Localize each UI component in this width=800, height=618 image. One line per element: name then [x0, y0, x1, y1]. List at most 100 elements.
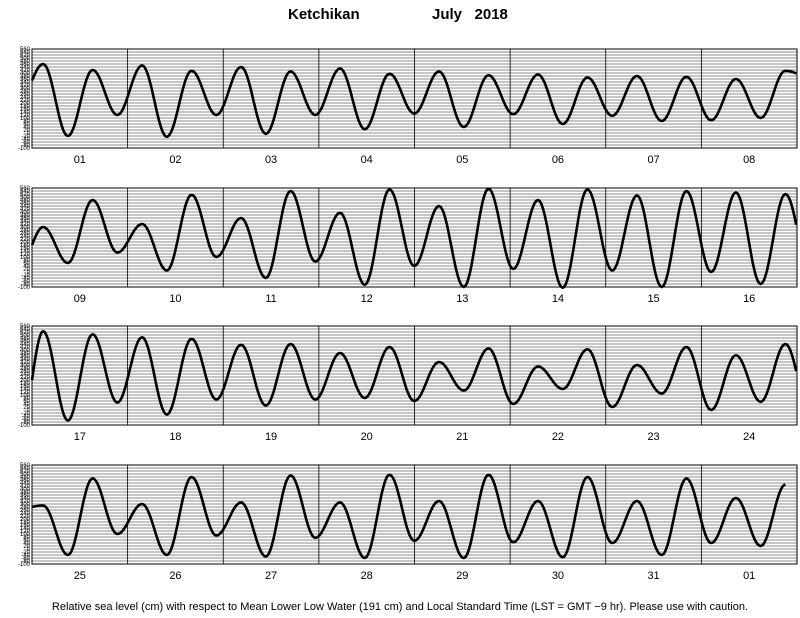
- y-tick-label: 440: [20, 65, 31, 71]
- day-label: 25: [74, 570, 86, 582]
- tide-series-line: [31, 473, 786, 560]
- day-label: 17: [74, 431, 86, 443]
- day-label: 05: [456, 154, 468, 166]
- y-tick-label: 160: [20, 246, 31, 252]
- chart-title-month-year: July 2018: [432, 6, 508, 23]
- y-tick-label: 560: [20, 47, 31, 53]
- day-label: 23: [647, 431, 659, 443]
- y-tick-label: 220: [20, 237, 31, 243]
- y-tick-label: 40: [23, 264, 30, 270]
- panel-frame: [31, 48, 798, 149]
- y-tick-label: 200: [20, 101, 31, 107]
- y-tick-label: 520: [20, 469, 31, 475]
- y-tick-label: -20: [21, 134, 30, 140]
- y-tick-label: 280: [20, 89, 31, 95]
- day-label: 11: [265, 293, 276, 305]
- y-tick-label: 520: [20, 53, 31, 59]
- day-label: 20: [361, 431, 373, 443]
- day-label: 12: [361, 293, 373, 305]
- y-tick-label: 500: [20, 333, 31, 339]
- y-tick-label: 380: [20, 490, 31, 496]
- y-tick-label: 160: [20, 107, 31, 113]
- y-tick-label: 560: [20, 186, 31, 192]
- y-tick-label: 40: [23, 125, 30, 131]
- y-tick-label: -80: [21, 282, 30, 288]
- y-tick-label: -80: [21, 420, 30, 426]
- y-tick-label: 500: [20, 472, 31, 478]
- y-tick-label: 380: [20, 351, 31, 357]
- y-tick-label: 140: [20, 526, 31, 532]
- day-label: 30: [552, 570, 564, 582]
- day-label: 09: [74, 293, 86, 305]
- y-tick-label: 180: [20, 381, 31, 387]
- y-tick-label: 320: [20, 222, 31, 228]
- y-tick-label: 520: [20, 192, 31, 198]
- y-tick-label: 20: [23, 128, 30, 134]
- y-tick-label: 340: [20, 496, 31, 502]
- y-tick-label: 460: [20, 201, 31, 207]
- day-label: 01: [743, 570, 755, 582]
- y-tick-label: 200: [20, 517, 31, 523]
- y-tick-label: 480: [20, 59, 31, 65]
- y-tick-label: 280: [20, 366, 31, 372]
- day-label: 21: [456, 431, 468, 443]
- y-tick-label: 240: [20, 95, 31, 101]
- chart-title-month: July: [432, 6, 463, 23]
- y-tick-label: 560: [20, 324, 31, 330]
- y-tick-label: 220: [20, 98, 31, 104]
- y-tick-label: -20: [21, 273, 30, 279]
- day-label: 27: [265, 570, 277, 582]
- y-tick-label: 320: [20, 499, 31, 505]
- y-tick-label: 180: [20, 104, 31, 110]
- y-tick-label: 500: [20, 56, 31, 62]
- y-tick-label: 200: [20, 240, 31, 246]
- y-tick-label: 260: [20, 369, 31, 375]
- y-tick-label: 460: [20, 62, 31, 68]
- y-tick-label: 200: [20, 378, 31, 384]
- y-tick-label: 80: [23, 119, 30, 125]
- y-tick-label: 300: [20, 225, 31, 231]
- y-tick-label: 20: [23, 544, 30, 550]
- y-tick-label: 480: [20, 475, 31, 481]
- y-tick-label: 140: [20, 249, 31, 255]
- y-tick-label: 480: [20, 336, 31, 342]
- day-label: 22: [552, 431, 564, 443]
- y-tick-label: -60: [21, 417, 30, 423]
- y-tick-label: -60: [21, 279, 30, 285]
- y-tick-label: 20: [23, 267, 30, 273]
- y-tick-label: 460: [20, 339, 31, 345]
- y-tick-label: 220: [20, 375, 31, 381]
- day-label: 04: [361, 154, 373, 166]
- panel-frame: [31, 464, 798, 565]
- y-tick-label: 60: [23, 399, 30, 405]
- tide-series-line: [30, 330, 798, 422]
- day-label: 18: [169, 431, 181, 443]
- day-label: 02: [169, 154, 181, 166]
- y-tick-label: 360: [20, 493, 31, 499]
- y-tick-label: 0: [27, 408, 31, 414]
- y-tick-label: 0: [27, 131, 31, 137]
- y-tick-label: 120: [20, 252, 31, 258]
- day-label: 31: [647, 570, 659, 582]
- y-tick-label: 320: [20, 360, 31, 366]
- y-tick-label: 520: [20, 330, 31, 336]
- y-tick-label: -60: [21, 140, 30, 146]
- y-tick-label: 340: [20, 357, 31, 363]
- y-tick-label: 400: [20, 348, 31, 354]
- y-tick-label: 360: [20, 354, 31, 360]
- y-tick-label: 160: [20, 384, 31, 390]
- y-tick-label: 100: [20, 532, 31, 538]
- y-tick-label: 0: [27, 547, 31, 553]
- y-tick-label: 440: [20, 481, 31, 487]
- y-tick-label: 260: [20, 92, 31, 98]
- day-label: 28: [361, 570, 373, 582]
- y-tick-label: 100: [20, 393, 31, 399]
- y-tick-label: 540: [20, 327, 31, 333]
- y-tick-label: 380: [20, 213, 31, 219]
- y-tick-label: 360: [20, 77, 31, 83]
- y-tick-label: 0: [27, 270, 31, 276]
- day-label: 29: [456, 570, 468, 582]
- tide-series-line: [30, 62, 797, 139]
- tide-panel-1: -100-80-60-40-20020406080100120140160180…: [18, 47, 798, 166]
